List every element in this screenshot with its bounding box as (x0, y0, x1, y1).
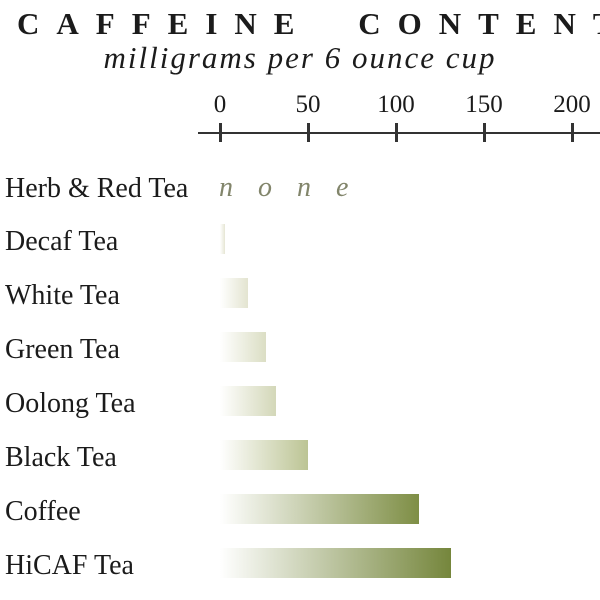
x-axis-tick-0 (218, 123, 222, 142)
x-axis-tick-100 (394, 123, 398, 142)
row-white-tea: White Tea (0, 278, 600, 311)
category-label: Black Tea (5, 442, 117, 473)
x-axis-line (198, 132, 600, 134)
category-label: Coffee (5, 496, 81, 527)
x-axis-tick-200 (570, 123, 574, 142)
x-axis-tick-label-0: 0 (213, 91, 227, 118)
row-herb-red-tea: Herb & Red Tea none (0, 171, 600, 204)
x-axis-tick-50 (306, 123, 310, 142)
bar (220, 332, 266, 362)
category-label: Oolong Tea (5, 388, 136, 419)
category-label: Herb & Red Tea (5, 173, 189, 204)
category-label: White Tea (5, 280, 120, 311)
bar (220, 278, 248, 308)
x-axis-tick-label-50: 50 (295, 91, 321, 118)
bar (220, 440, 308, 470)
chart-title: CAFFEINE CONTENT (17, 6, 600, 41)
category-label: Decaf Tea (5, 226, 119, 257)
bar (220, 548, 451, 578)
x-axis-tick-label-200: 200 (553, 91, 591, 118)
x-axis-tick-label-150: 150 (465, 91, 503, 118)
category-label: HiCAF Tea (5, 550, 134, 581)
x-axis-tick-label-100: 100 (377, 91, 415, 118)
row-green-tea: Green Tea (0, 332, 600, 365)
row-oolong-tea: Oolong Tea (0, 386, 600, 419)
row-coffee: Coffee (0, 494, 600, 527)
none-annotation: none (219, 172, 374, 203)
bar (220, 494, 419, 524)
bar (220, 386, 276, 416)
bar (220, 224, 225, 254)
x-axis-tick-150 (482, 123, 486, 142)
category-label: Green Tea (5, 334, 120, 365)
chart-subtitle: milligrams per 6 ounce cup (103, 40, 497, 75)
row-black-tea: Black Tea (0, 440, 600, 473)
row-hicaf-tea: HiCAF Tea (0, 548, 600, 581)
row-decaf-tea: Decaf Tea (0, 224, 600, 257)
